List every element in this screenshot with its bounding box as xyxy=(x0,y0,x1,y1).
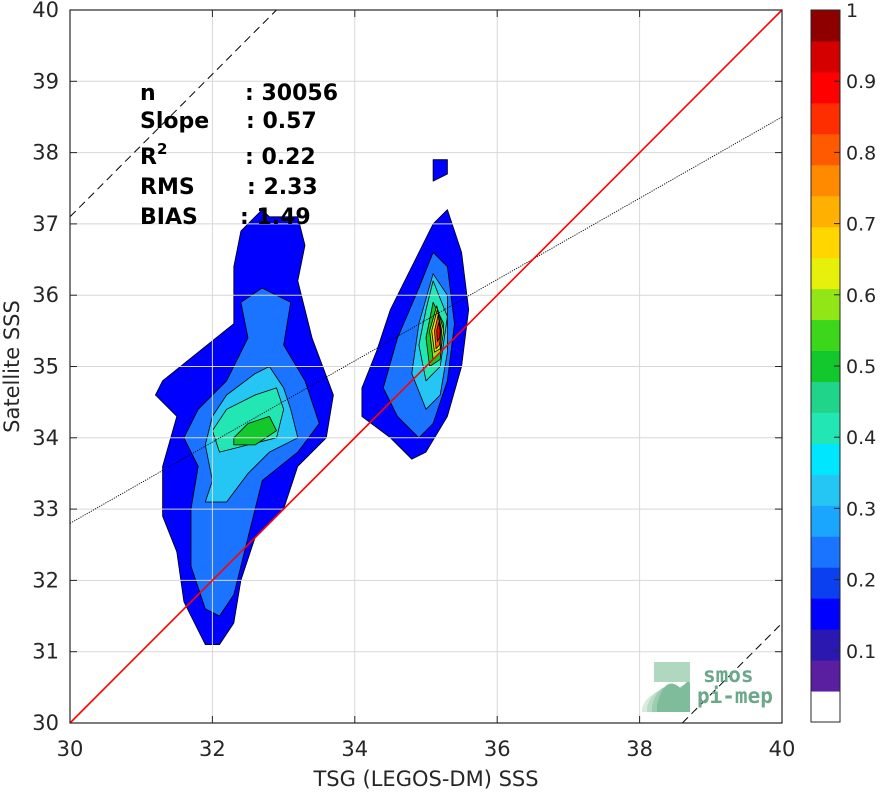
colorbar-swatch xyxy=(811,598,840,630)
colorbar-swatch xyxy=(811,443,840,475)
y-tick-label: 39 xyxy=(32,69,59,93)
colorbar-tick-label: 0.5 xyxy=(846,356,876,378)
y-tick-label: 34 xyxy=(32,426,59,450)
stat-value: : 0.57 xyxy=(246,109,317,134)
colorbar-swatch xyxy=(811,629,840,661)
y-tick-label: 35 xyxy=(32,355,59,379)
colorbar-swatch xyxy=(811,536,840,568)
logo-wave xyxy=(657,681,691,712)
y-tick-label: 31 xyxy=(32,640,59,664)
colorbar: 0.1 0.2 0.3 0.4 0.5 0.6 0.7 0.8 0.9 1 xyxy=(810,0,876,723)
x-tick-label: 38 xyxy=(626,737,653,761)
colorbar-swatch xyxy=(811,505,840,537)
axes: 30 32 34 36 38 40 30 31 32 33 34 35 36 37 38 39 40 TSG (L… xyxy=(0,0,795,791)
y-tick-label: 30 xyxy=(32,711,59,735)
colorbar-swatch xyxy=(811,102,840,135)
y-axis-title: Satellite SSS xyxy=(0,300,24,433)
stat-label: n xyxy=(140,81,156,106)
x-tick-label: 40 xyxy=(769,737,796,761)
colorbar-tick-label: 0.1 xyxy=(846,641,876,663)
colorbar-swatch xyxy=(811,319,840,352)
colorbar-swatch xyxy=(811,71,840,104)
y-tick-label: 38 xyxy=(32,141,59,165)
colorbar-swatch xyxy=(811,660,840,692)
reference-lines xyxy=(69,9,783,724)
colorbar-swatch xyxy=(811,288,840,321)
stat-label: Slope xyxy=(140,109,209,134)
upper-dashed-line xyxy=(69,9,277,218)
y-tick-label: 40 xyxy=(32,0,59,22)
stat-value: : 30056 xyxy=(245,81,338,106)
colorbar-swatch xyxy=(811,133,840,166)
logo-block xyxy=(654,662,690,682)
colorbar-tick-label: 0.7 xyxy=(846,214,876,236)
colorbar-swatch xyxy=(811,226,840,259)
x-tick-label: 34 xyxy=(341,737,368,761)
x-tick-label: 32 xyxy=(199,737,226,761)
x-axis-title: TSG (LEGOS-DM) SSS xyxy=(312,767,538,791)
colorbar-swatch xyxy=(811,381,840,413)
y-tick-label: 36 xyxy=(32,283,59,307)
logo-line1: smos xyxy=(703,663,754,687)
colorbar-swatch xyxy=(811,567,840,599)
identity-line xyxy=(69,9,783,724)
stat-value: : 0.22 xyxy=(245,145,316,170)
x-tick-label: 36 xyxy=(484,737,511,761)
colorbar-tick-label: 1 xyxy=(846,0,858,22)
colorbar-tick-label: 0.9 xyxy=(846,71,876,93)
colorbar-swatch xyxy=(811,195,840,228)
colorbar-swatch xyxy=(811,474,840,506)
stat-label: BIAS xyxy=(140,205,198,230)
colorbar-swatch xyxy=(811,10,840,42)
y-tick-label: 32 xyxy=(32,568,59,592)
logo-line2: pi-mep xyxy=(697,684,773,708)
colorbar-tick-label: 0.6 xyxy=(846,285,876,307)
stat-value: : 1.49 xyxy=(240,205,311,230)
stat-value: : 2.33 xyxy=(247,175,318,200)
east-cluster-contour-0.95 xyxy=(436,321,441,342)
colorbar-swatch xyxy=(811,40,840,73)
stat-label: RMS xyxy=(140,175,195,200)
y-tick-label: 33 xyxy=(32,497,59,521)
colorbar-swatch xyxy=(811,412,840,444)
x-tick-label: 30 xyxy=(57,737,84,761)
lower-dashed-line xyxy=(681,622,783,724)
colorbar-swatch xyxy=(811,691,840,723)
north-blip-contour-0.1 xyxy=(432,159,448,182)
colorbar-tick-label: 0.4 xyxy=(846,427,876,449)
colorbar-swatch xyxy=(811,257,840,290)
colorbar-tick-label: 0.2 xyxy=(846,570,876,592)
colorbar-tick-label: 0.8 xyxy=(846,142,876,164)
colorbar-tick-label: 0.3 xyxy=(846,498,876,520)
y-tick-label: 37 xyxy=(32,212,59,236)
colorbar-swatch xyxy=(811,164,840,197)
